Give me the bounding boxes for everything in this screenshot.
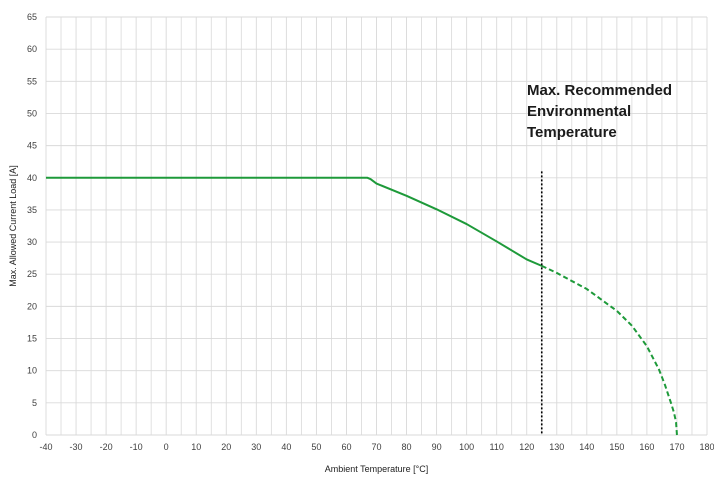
y-tick-label: 10 — [27, 366, 37, 376]
series-line-dashed — [541, 264, 678, 436]
y-tick-label: 60 — [27, 44, 37, 54]
y-tick-label: 40 — [27, 173, 37, 183]
y-tick-label: 65 — [27, 12, 37, 22]
x-tick-label: 180 — [699, 442, 714, 452]
y-tick-label: 45 — [27, 141, 37, 151]
x-tick-label: 30 — [251, 442, 261, 452]
x-tick-label: 110 — [490, 442, 504, 452]
y-axis-label: Max. Allowed Current Load [A] — [8, 165, 18, 287]
x-tick-label: 140 — [579, 442, 594, 452]
annotation-line: Temperature — [527, 124, 617, 141]
y-tick-label: 50 — [27, 108, 37, 118]
x-tick-label: 60 — [341, 442, 351, 452]
x-tick-label: -20 — [100, 442, 113, 452]
x-tick-label: 170 — [669, 442, 684, 452]
x-axis-label: Ambient Temperature [°C] — [325, 464, 428, 474]
x-tick-label: -10 — [130, 442, 143, 452]
y-tick-label: 55 — [27, 76, 37, 86]
x-tick-label: 150 — [609, 442, 624, 452]
x-tick-label: 130 — [549, 442, 564, 452]
x-tick-label: 40 — [281, 442, 291, 452]
annotation-max-recommended-temperature: Max. Recommended Environmental Temperature — [527, 82, 672, 141]
annotation-line: Max. Recommended — [527, 82, 672, 99]
y-tick-labels: 0 5 10 15 20 25 30 35 40 45 50 55 60 65 — [27, 12, 37, 440]
y-tick-label: 30 — [27, 237, 37, 247]
x-tick-label: 20 — [221, 442, 231, 452]
y-tick-label: 0 — [32, 430, 37, 440]
x-tick-labels: -40 -30 -20 -10 0 10 20 30 40 50 60 70 80 90 100 110 120… — [39, 442, 714, 452]
annotation-line: Environmental — [527, 103, 631, 120]
x-tick-label: 120 — [519, 442, 534, 452]
x-tick-label: 80 — [402, 442, 412, 452]
x-tick-label: -40 — [39, 442, 52, 452]
minor-gridlines — [60, 17, 693, 435]
x-tick-label: -30 — [70, 442, 83, 452]
major-gridlines — [45, 16, 708, 436]
y-tick-label: 15 — [27, 334, 37, 344]
x-tick-label: 0 — [164, 442, 169, 452]
x-tick-label: 160 — [639, 442, 654, 452]
y-tick-label: 35 — [27, 205, 37, 215]
x-tick-label: 100 — [459, 442, 474, 452]
y-tick-label: 20 — [27, 301, 37, 311]
x-tick-label: 10 — [191, 442, 201, 452]
x-tick-label: 70 — [371, 442, 381, 452]
x-tick-label: 90 — [432, 442, 442, 452]
series-group — [46, 176, 678, 436]
series-line-solid — [46, 176, 543, 267]
x-tick-label: 50 — [311, 442, 321, 452]
y-tick-label: 5 — [32, 398, 37, 408]
y-tick-label: 25 — [27, 269, 37, 279]
